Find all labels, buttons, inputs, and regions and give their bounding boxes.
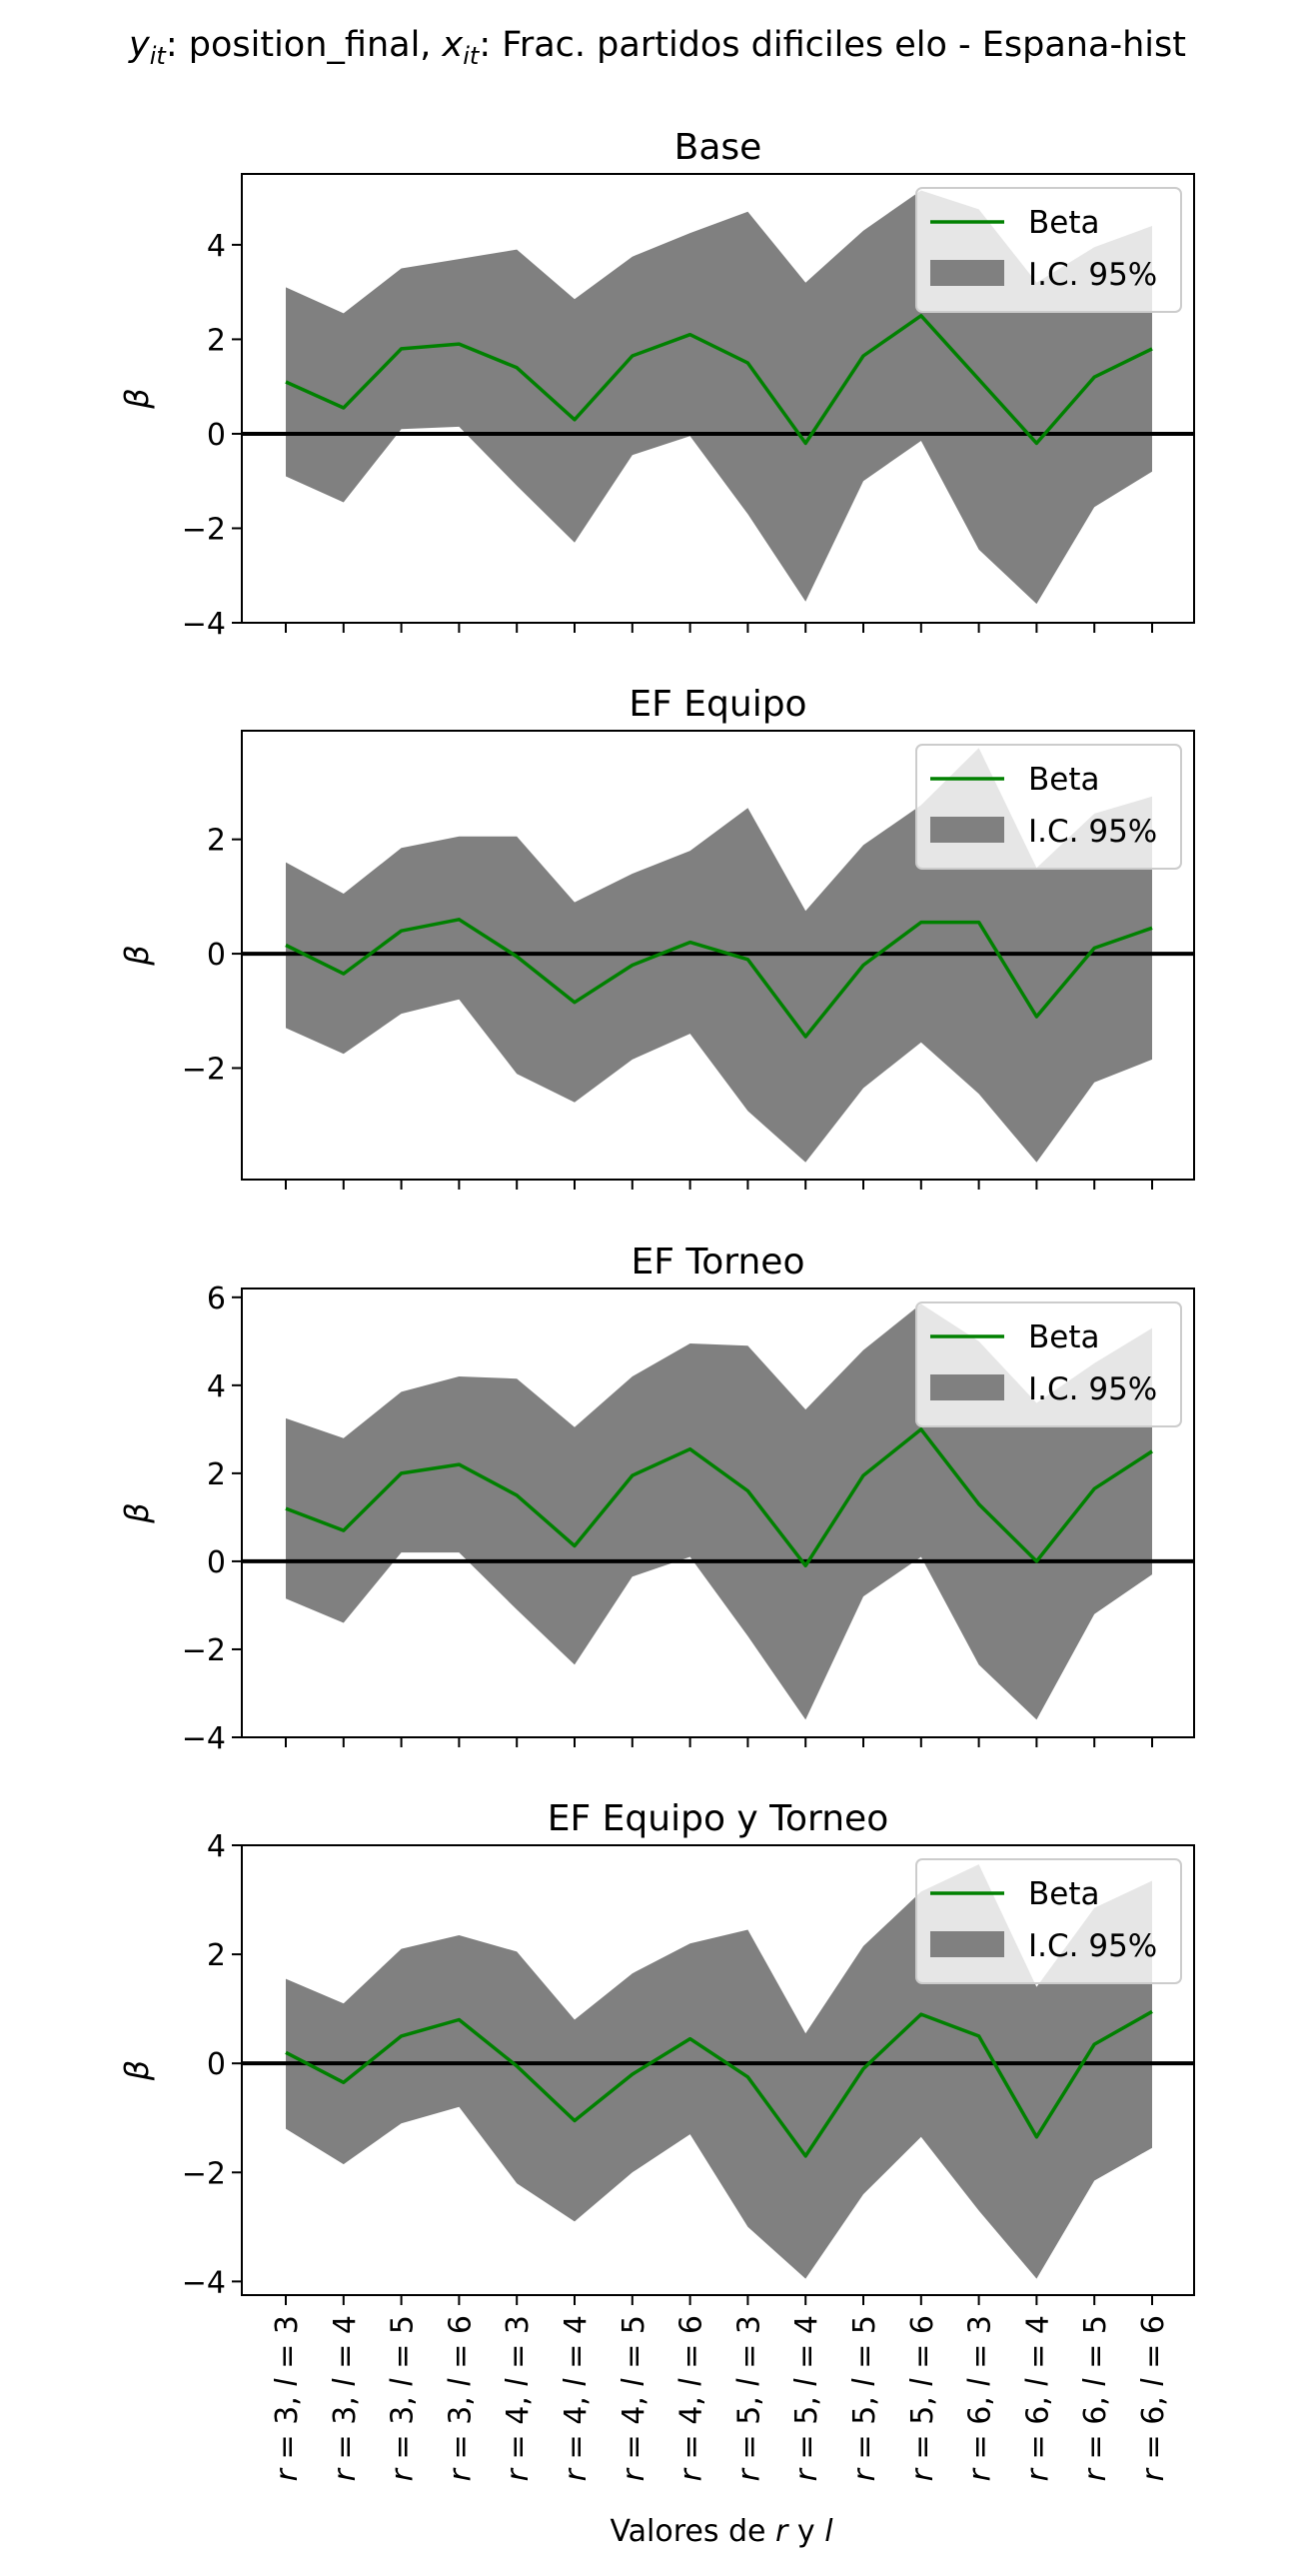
subplot-2: EF Equipo −2 0 2 β Beta I.C. 95% — [118, 684, 1195, 1190]
legend-beta-label: Beta — [1028, 762, 1100, 798]
y-tick-label: 4 — [207, 1829, 226, 1864]
legend-ci-label: I.C. 95% — [1028, 814, 1157, 850]
beta-line — [285, 314, 1153, 446]
legend-beta-label: Beta — [1028, 1319, 1100, 1355]
subplot-title: EF Equipo — [629, 684, 806, 725]
y-tick-label: −2 — [182, 2156, 226, 2191]
y-axis-label: β — [118, 2060, 156, 2081]
subplot-4: EF Equipo y Torneo −4 −2 0 2 4 β r = 3, l = 3 r … — [118, 1798, 1195, 2481]
legend-ci-label: I.C. 95% — [1028, 257, 1157, 293]
legend-ci-swatch — [930, 817, 1004, 843]
y-tick-label: 2 — [207, 323, 226, 358]
legend-beta-label: Beta — [1028, 1876, 1100, 1912]
y-tick-label: 4 — [207, 229, 226, 264]
x-tick-label: r = 6, l = 4 — [1020, 2315, 1055, 2481]
x-tick-label: r = 4, l = 6 — [674, 2315, 709, 2481]
subplot-title: EF Equipo y Torneo — [548, 1798, 888, 1839]
y-axis-label: β — [118, 388, 156, 409]
x-axis-label-prefix: Valores de — [610, 2514, 775, 2549]
y-tick-label: 0 — [207, 938, 226, 973]
x-axis-label: Valores de r y l — [610, 2514, 833, 2549]
x-tick-label: r = 6, l = 3 — [963, 2315, 998, 2481]
y-tick-label: 6 — [207, 1282, 226, 1316]
legend-ci-swatch — [930, 1374, 1004, 1400]
y-tick-label: −2 — [182, 1633, 226, 1668]
y-tick-label: −2 — [182, 1052, 226, 1087]
y-tick-label: −4 — [182, 607, 226, 642]
figure-suptitle: yit: position_final, xit: Frac. partidos… — [128, 25, 1186, 70]
subplot-3: EF Torneo −4 −2 0 2 4 6 β Beta I.C. 95% — [118, 1242, 1195, 1756]
x-tick-label: r = 6, l = 6 — [1136, 2315, 1171, 2481]
y-tick-label: −4 — [182, 2265, 226, 2300]
y-axis-label: β — [118, 1502, 156, 1523]
legend-ci-label: I.C. 95% — [1028, 1928, 1157, 1964]
x-tick-label: r = 5, l = 4 — [789, 2315, 824, 2481]
x-tick-label: r = 3, l = 4 — [328, 2315, 363, 2481]
axes-frame — [241, 1288, 1195, 1738]
x-tick-label: r = 4, l = 5 — [617, 2315, 652, 2481]
legend: Beta I.C. 95% — [915, 744, 1182, 870]
y-tick-label: 2 — [207, 1938, 226, 1973]
suptitle-y-text: : position_final, — [166, 25, 443, 65]
x-axis-label-middle: y — [787, 2514, 824, 2549]
axes-frame — [241, 730, 1195, 1181]
axes-frame — [241, 173, 1195, 624]
x-tick-label: r = 5, l = 6 — [905, 2315, 940, 2481]
subplot-1: Base −4 −2 0 2 4 β Beta I.C. 95% — [118, 127, 1195, 642]
suptitle-x-subscript: it — [463, 42, 481, 70]
y-tick-label: 2 — [207, 1457, 226, 1492]
subplots: Base −4 −2 0 2 4 β Beta I.C. 95% EF Equipo −2 0 2 β Be… — [118, 127, 1195, 2481]
beta-line — [285, 1427, 1153, 1568]
legend-beta-label: Beta — [1028, 205, 1100, 241]
x-axis-label-l: l — [824, 2514, 833, 2549]
suptitle-x-text: : Frac. partidos dificiles elo - Espana-… — [479, 25, 1186, 65]
y-tick-label: −2 — [182, 512, 226, 547]
x-tick-label: r = 5, l = 5 — [847, 2315, 882, 2481]
y-axis-label: β — [118, 945, 156, 966]
x-tick-label: r = 3, l = 6 — [443, 2315, 478, 2481]
subplot-title: EF Torneo — [632, 1242, 805, 1283]
beta-line — [285, 918, 1153, 1039]
legend-ci-swatch — [930, 260, 1004, 286]
subplot-title: Base — [674, 127, 762, 168]
y-tick-label: 2 — [207, 824, 226, 859]
suptitle-y-symbol: y — [128, 25, 151, 65]
suptitle-y-subscript: it — [150, 42, 168, 70]
y-tick-label: 4 — [207, 1369, 226, 1404]
y-tick-label: 0 — [207, 2047, 226, 2082]
axes-frame — [241, 1844, 1195, 2296]
legend-ci-label: I.C. 95% — [1028, 1371, 1157, 1407]
x-tick-label: r = 6, l = 5 — [1078, 2315, 1113, 2481]
y-tick-label: 0 — [207, 1545, 226, 1580]
x-tick-label: r = 4, l = 4 — [559, 2315, 594, 2481]
x-tick-label: r = 4, l = 3 — [501, 2315, 536, 2481]
x-tick-label: r = 3, l = 5 — [386, 2315, 421, 2481]
legend: Beta I.C. 95% — [915, 1301, 1182, 1427]
beta-line — [285, 2009, 1153, 2158]
x-tick-label: r = 5, l = 3 — [731, 2315, 766, 2481]
suptitle-x-symbol: x — [442, 25, 464, 65]
legend: Beta I.C. 95% — [915, 1858, 1182, 1984]
x-axis-label-r: r — [775, 2514, 789, 2549]
x-tick-label: r = 3, l = 3 — [270, 2315, 305, 2481]
y-tick-label: 0 — [207, 418, 226, 453]
legend: Beta I.C. 95% — [915, 187, 1182, 313]
y-tick-label: −4 — [182, 1721, 226, 1756]
legend-ci-swatch — [930, 1931, 1004, 1957]
